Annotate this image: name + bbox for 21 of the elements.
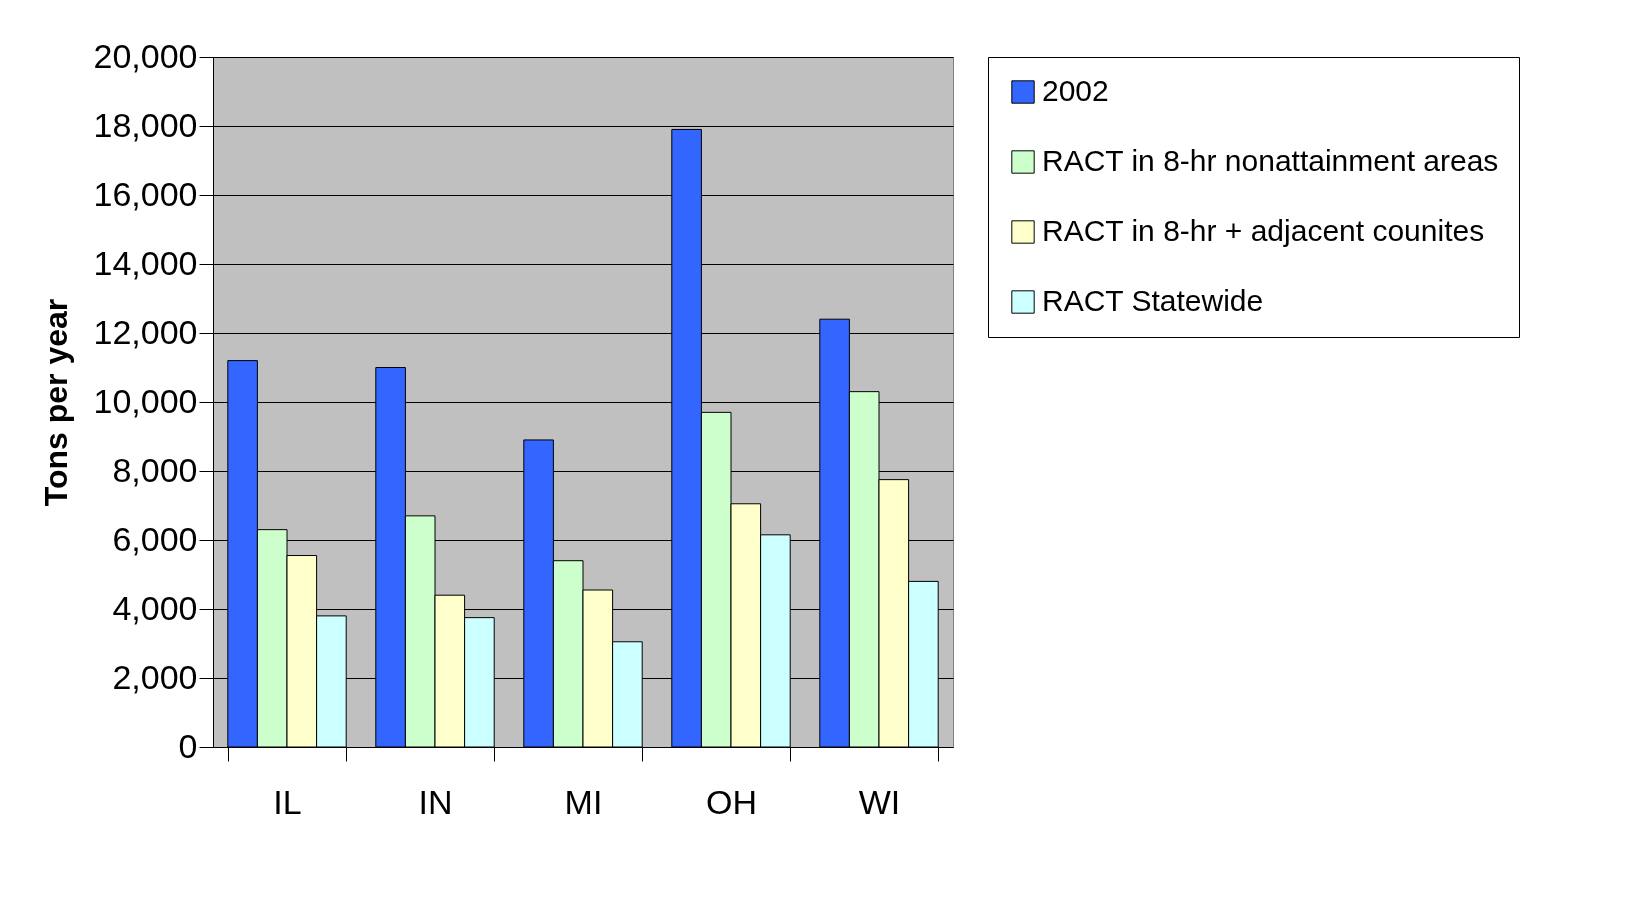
y-tick-label: 12,000 xyxy=(93,312,198,351)
legend-label: RACT in 8-hr + adjacent counites xyxy=(1042,214,1485,247)
y-tick-label: 2,000 xyxy=(112,657,198,696)
y-tick-label: 6,000 xyxy=(112,519,198,558)
x-tick-label: IN xyxy=(418,782,453,821)
x-tick-label: MI xyxy=(564,782,603,821)
y-axis-title: Tons per year xyxy=(37,298,74,507)
legend-label: 2002 xyxy=(1042,74,1109,107)
x-tick-label: OH xyxy=(706,782,757,821)
y-tick-label: 4,000 xyxy=(112,588,198,627)
y-tick-label: 14,000 xyxy=(93,243,198,282)
x-tick-label: WI xyxy=(858,782,901,821)
y-tick-label: 20,000 xyxy=(93,36,198,75)
y-tick-label: 8,000 xyxy=(112,450,198,489)
x-tick-label: IL xyxy=(273,782,302,821)
y-tick-label: 18,000 xyxy=(93,105,198,144)
y-tick-label: 16,000 xyxy=(93,174,198,213)
legend-label: RACT Statewide xyxy=(1042,284,1264,317)
legend-label: RACT in 8-hr nonattainment areas xyxy=(1042,144,1499,177)
y-tick-label: 10,000 xyxy=(93,381,198,420)
y-tick-label: 0 xyxy=(178,726,198,765)
